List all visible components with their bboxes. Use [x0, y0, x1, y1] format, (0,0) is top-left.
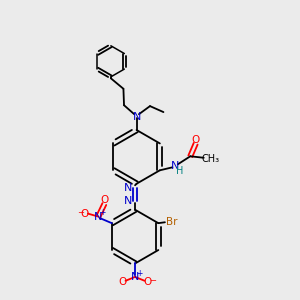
Text: +: + [99, 208, 105, 217]
Text: O: O [143, 277, 152, 287]
Text: N: N [131, 272, 139, 282]
Text: O: O [81, 208, 89, 219]
Text: CH₃: CH₃ [201, 154, 219, 164]
Text: O: O [118, 277, 127, 287]
Text: H: H [176, 166, 183, 176]
Text: O: O [191, 134, 200, 145]
Text: −: − [77, 208, 84, 217]
Text: +: + [136, 268, 142, 278]
Text: Br: Br [166, 217, 178, 227]
Text: N: N [132, 112, 141, 122]
Text: N: N [124, 196, 133, 206]
Text: N: N [171, 161, 179, 171]
Text: N: N [94, 212, 103, 222]
Text: −: − [149, 276, 156, 285]
Text: N: N [124, 183, 133, 193]
Text: O: O [100, 196, 109, 206]
